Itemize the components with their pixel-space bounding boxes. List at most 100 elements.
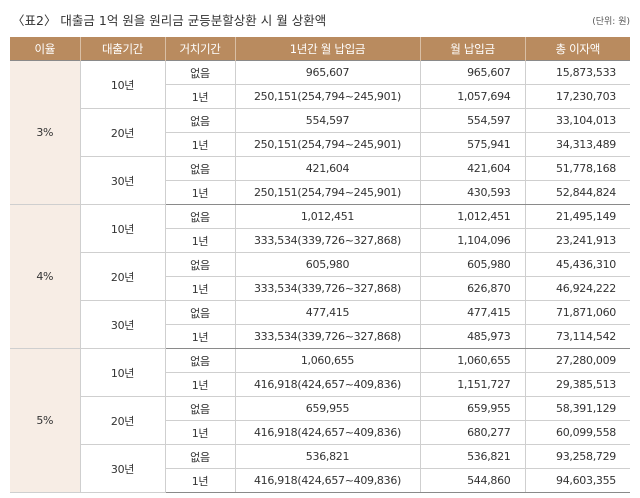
table-cell: 1,151,727 [419, 372, 526, 397]
table-cell: 29,385,513 [524, 372, 630, 397]
table-cell: 없음 [164, 204, 236, 229]
table-cell: 73,114,542 [524, 324, 630, 349]
table-cell: 없음 [164, 396, 236, 421]
table-cell: 554,597 [419, 108, 526, 133]
table-cell: 416,918(424,657~409,836) [234, 468, 421, 493]
term-cell: 10년 [79, 60, 166, 109]
table-cell: 60,099,558 [524, 420, 630, 445]
table-cell: 27,280,009 [524, 348, 630, 373]
table-cell: 없음 [164, 300, 236, 325]
table-row: 4% 10년 없음 1,012,451 1,012,451 21,495,149 [10, 204, 630, 349]
table-cell: 605,980 [419, 252, 526, 277]
table-cell: 1년 [164, 468, 236, 493]
table-cell: 1,104,096 [419, 228, 526, 253]
table-row: 1년 416,918(424,657~409,836) 1,151,727 29,38… [10, 372, 630, 397]
rate-cell: 3% [10, 60, 81, 205]
table-cell: 없음 [164, 444, 236, 469]
table-cell: 680,277 [419, 420, 526, 445]
table-cell: 1,012,451 [234, 204, 421, 229]
table-cell: 1년 [164, 420, 236, 445]
unit-note: (단위: 원) [592, 17, 630, 27]
table-cell: 23,241,913 [524, 228, 630, 253]
table-cell: 659,955 [419, 396, 526, 421]
term-cell: 30년 [79, 444, 166, 493]
column-header: 거치기간 [164, 37, 235, 61]
term-cell: 20년 [79, 396, 166, 445]
rate-cell: 5% [10, 348, 81, 493]
table-body: 3% 10년 없음 965,607 965,607 15,873,533 1년 250,151… [10, 60, 630, 493]
table-cell: 536,821 [419, 444, 526, 469]
table-cell: 333,534(339,726~327,868) [234, 276, 421, 301]
table-cell: 1년 [164, 324, 236, 349]
table-cell: 없음 [164, 60, 236, 85]
table-cell: 477,415 [419, 300, 526, 325]
table-cell: 575,941 [419, 132, 526, 157]
table-row: 20년 없음 659,955 659,955 58,391,129 [10, 396, 630, 445]
table-cell: 1년 [164, 228, 236, 253]
table-cell: 71,871,060 [524, 300, 630, 325]
table-cell: 477,415 [234, 300, 421, 325]
term-cell: 10년 [79, 348, 166, 397]
table-title: 〈표2〉 대출금 1억 원을 원리금 균등분할상환 시 월 상환액 [12, 13, 327, 28]
table-cell: 34,313,489 [524, 132, 630, 157]
table-row: 1년 250,151(254,794~245,901) 1,057,694 17,23… [10, 84, 630, 109]
term-cell: 30년 [79, 300, 166, 349]
table-cell: 없음 [164, 108, 236, 133]
table-cell: 없음 [164, 156, 236, 181]
table-cell: 33,104,013 [524, 108, 630, 133]
table-cell: 333,534(339,726~327,868) [234, 228, 421, 253]
term-cell: 30년 [79, 156, 166, 205]
table-cell: 333,534(339,726~327,868) [234, 324, 421, 349]
table-row: 30년 없음 477,415 477,415 71,871,060 [10, 300, 630, 349]
column-header: 1년간 월 납입금 [234, 37, 420, 61]
table-cell: 544,860 [419, 468, 526, 493]
table-cell: 1,060,655 [419, 348, 526, 373]
table-cell: 421,604 [419, 156, 526, 181]
table-cell: 45,436,310 [524, 252, 630, 277]
table-cell: 1년 [164, 132, 236, 157]
table-cell: 965,607 [419, 60, 526, 85]
table-cell: 416,918(424,657~409,836) [234, 372, 421, 397]
table-row: 1년 416,918(424,657~409,836) 544,860 94,603,… [10, 468, 630, 493]
table-cell: 659,955 [234, 396, 421, 421]
table: 이율 대출기간 거치기간 1년간 월 납입금 월 납입금 총 이자액 3% 10년 없음 965… [10, 37, 630, 493]
table-cell: 58,391,129 [524, 396, 630, 421]
table-cell: 430,593 [419, 180, 526, 205]
table-cell: 46,924,222 [524, 276, 630, 301]
table-row: 20년 없음 605,980 605,980 45,436,310 [10, 252, 630, 301]
table-row: 5% 10년 없음 1,060,655 1,060,655 27,280,009 [10, 348, 630, 493]
table-cell: 250,151(254,794~245,901) [234, 84, 421, 109]
table-row: 3% 10년 없음 965,607 965,607 15,873,533 [10, 60, 630, 205]
table-cell: 421,604 [234, 156, 421, 181]
table-cell: 1년 [164, 276, 236, 301]
column-header: 총 이자액 [524, 37, 630, 61]
table-cell: 93,258,729 [524, 444, 630, 469]
table-cell: 250,151(254,794~245,901) [234, 180, 421, 205]
table-cell: 554,597 [234, 108, 421, 133]
table-cell: 1,012,451 [419, 204, 526, 229]
rate-cell: 4% [10, 204, 81, 349]
table-cell: 1,060,655 [234, 348, 421, 373]
table-cell: 1년 [164, 180, 236, 205]
table-row: 1년 333,534(339,726~327,868) 626,870 46,924,… [10, 276, 630, 301]
table-row: 30년 없음 421,604 421,604 51,778,168 [10, 156, 630, 205]
table-cell: 416,918(424,657~409,836) [234, 420, 421, 445]
term-cell: 10년 [79, 204, 166, 253]
table-cell: 250,151(254,794~245,901) [234, 132, 421, 157]
table-cell: 485,973 [419, 324, 526, 349]
table-cell: 626,870 [419, 276, 526, 301]
table-cell: 1년 [164, 372, 236, 397]
column-header: 월 납입금 [419, 37, 525, 61]
table-cell: 17,230,703 [524, 84, 630, 109]
table-cell: 1년 [164, 84, 236, 109]
table-cell: 94,603,355 [524, 468, 630, 493]
table-cell: 605,980 [234, 252, 421, 277]
term-cell: 20년 [79, 252, 166, 301]
term-cell: 20년 [79, 108, 166, 157]
table-cell: 52,844,824 [524, 180, 630, 205]
table-cell: 21,495,149 [524, 204, 630, 229]
table-row: 1년 333,534(339,726~327,868) 1,104,096 23,24… [10, 228, 630, 253]
table-cell: 51,778,168 [524, 156, 630, 181]
table-cell: 536,821 [234, 444, 421, 469]
